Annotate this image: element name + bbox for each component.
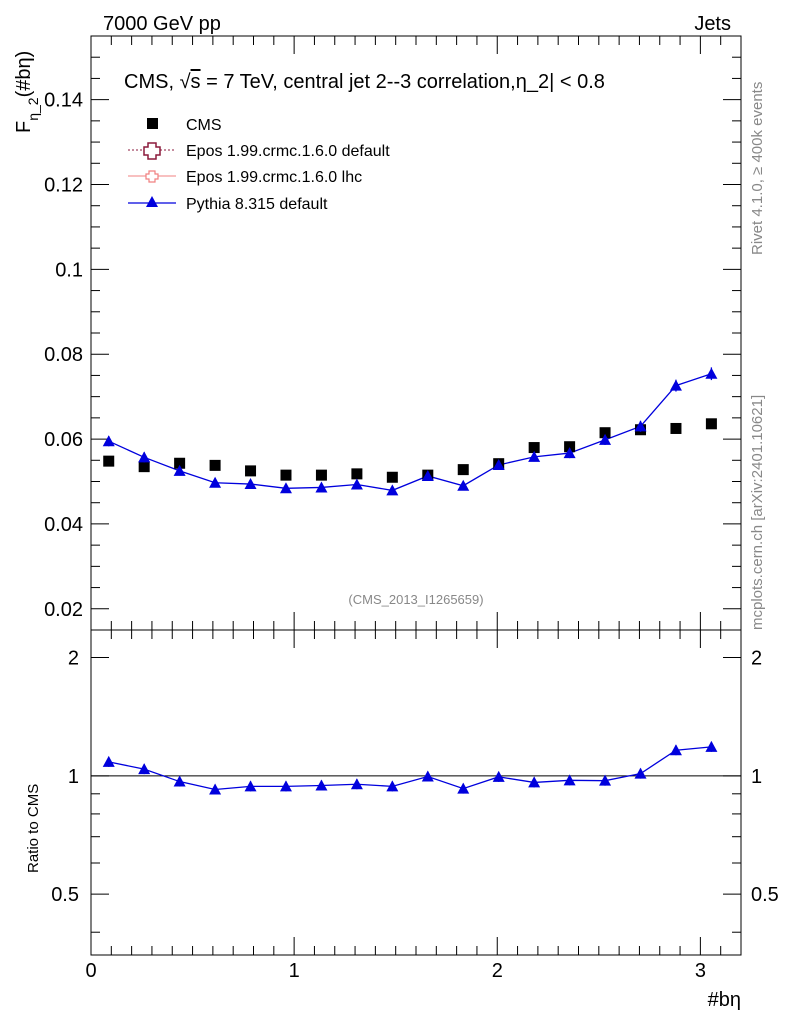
pythia-ratio-point bbox=[599, 774, 612, 786]
x-tick-label: 1 bbox=[289, 960, 300, 982]
main-axis-ticks: 0.02 0.04 0.06 0.08 0.1 0.12 0.14 bbox=[44, 35, 741, 631]
pythia-point bbox=[528, 450, 541, 462]
cms-point bbox=[245, 465, 257, 477]
legend: CMS Epos 1.99.crmc.1.6.0 default Epos 1.… bbox=[128, 117, 390, 213]
cms-point bbox=[705, 418, 717, 430]
x-tick-label: 2 bbox=[492, 960, 503, 982]
pythia-point bbox=[421, 469, 434, 481]
x-axis-ticks: 0 1 2 3 bbox=[85, 36, 742, 982]
cms-point bbox=[386, 471, 398, 483]
y-tick-label: 0.14 bbox=[44, 90, 83, 112]
pythia-ratio-point bbox=[138, 763, 151, 775]
ratio-y-axis-label: Ratio to CMS bbox=[25, 784, 42, 873]
pythia-point bbox=[386, 484, 399, 496]
y-tick-label: 0.08 bbox=[44, 344, 83, 366]
y-tick-label: 0.04 bbox=[44, 514, 83, 536]
pythia-ratio-point bbox=[315, 779, 328, 791]
legend-marker-cms bbox=[147, 118, 158, 129]
pythia-ratio-point bbox=[669, 744, 682, 756]
pythia-point bbox=[173, 464, 186, 476]
pythia-point bbox=[457, 479, 470, 491]
header-left: 7000 GeV pp bbox=[103, 13, 221, 35]
legend-marker-epos-lhc bbox=[145, 170, 159, 183]
ratio-tick-label-left: 1 bbox=[68, 766, 79, 788]
cms-point bbox=[457, 464, 469, 476]
ratio-tick-label-left: 0.5 bbox=[51, 884, 79, 906]
cms-point bbox=[564, 441, 576, 453]
ratio-tick-label-right: 1 bbox=[751, 766, 762, 788]
legend-label-pythia: Pythia 8.315 default bbox=[186, 196, 328, 213]
pythia-ratio-point bbox=[386, 780, 399, 792]
pythia-point bbox=[102, 435, 115, 447]
pythia-ratio-point bbox=[244, 780, 257, 792]
pythia-ratio-point bbox=[634, 767, 647, 779]
pythia-ratio-line bbox=[108, 746, 712, 791]
pythia-point bbox=[705, 367, 718, 379]
pythia-ratio-point bbox=[457, 782, 470, 794]
chart-marks bbox=[102, 367, 718, 795]
cms-point bbox=[599, 427, 611, 439]
pythia-ratio-point bbox=[705, 740, 718, 752]
ratio-axis-ticks: 0.5 0.5 1 1 2 2 bbox=[51, 648, 779, 933]
y-tick-label: 0.02 bbox=[44, 599, 83, 621]
ratio-tick-label-right: 2 bbox=[751, 648, 762, 670]
cms-point bbox=[138, 461, 150, 473]
x-tick-label: 0 bbox=[85, 960, 96, 982]
mcplots-label: mcplots.cern.ch [arXiv:2401.10621] bbox=[749, 395, 766, 630]
pythia-point bbox=[599, 433, 612, 445]
x-axis-label: #bη bbox=[708, 989, 741, 1011]
pythia-ratio-point bbox=[563, 774, 576, 786]
y-axis-label: Fη_2(#bη) bbox=[13, 51, 41, 133]
cms-point bbox=[103, 455, 115, 467]
rivet-version-label: Rivet 4.1.0, ≥ 400k events bbox=[749, 82, 766, 255]
pythia-ratio-point bbox=[350, 778, 363, 790]
legend-marker-epos-default bbox=[143, 142, 161, 160]
chart-title: CMS, √s = 7 TeV, central jet 2--3 correl… bbox=[124, 71, 605, 93]
ratio-tick-label-left: 2 bbox=[68, 648, 79, 670]
legend-label-cms: CMS bbox=[186, 117, 222, 134]
pythia-ratio-point bbox=[528, 776, 541, 788]
legend-label-epos-lhc: Epos 1.99.crmc.1.6.0 lhc bbox=[186, 169, 362, 186]
cms-point bbox=[174, 457, 186, 469]
cms-point bbox=[280, 469, 292, 481]
pythia-point bbox=[315, 481, 328, 493]
pythia-point bbox=[279, 482, 292, 494]
pythia-point bbox=[138, 451, 151, 463]
cms-point bbox=[351, 468, 363, 480]
cms-point bbox=[670, 422, 682, 434]
pythia-point bbox=[563, 447, 576, 459]
cms-point bbox=[209, 459, 221, 471]
ratio-plot-frame bbox=[90, 629, 742, 956]
pythia-ratio-point bbox=[209, 783, 222, 795]
analysis-watermark: (CMS_2013_I1265659) bbox=[348, 592, 483, 607]
y-tick-label: 0.12 bbox=[44, 175, 83, 197]
y-tick-label: 0.06 bbox=[44, 429, 83, 451]
ratio-tick-label-right: 0.5 bbox=[751, 884, 779, 906]
legend-marker-pythia bbox=[146, 196, 158, 207]
pythia-ratio-point bbox=[279, 780, 292, 792]
cms-point bbox=[315, 469, 327, 481]
pythia-point bbox=[244, 478, 257, 490]
legend-label-epos-default: Epos 1.99.crmc.1.6.0 default bbox=[186, 143, 390, 160]
pythia-point bbox=[669, 379, 682, 391]
cms-point bbox=[528, 442, 540, 454]
pythia-point bbox=[209, 476, 222, 488]
pythia-line bbox=[108, 373, 712, 492]
pythia-ratio-point bbox=[421, 770, 434, 782]
y-tick-label: 0.1 bbox=[55, 259, 83, 281]
pythia-ratio-point bbox=[492, 770, 505, 782]
pythia-ratio-point bbox=[102, 755, 115, 767]
pythia-point bbox=[634, 420, 647, 432]
x-tick-label: 3 bbox=[695, 960, 706, 982]
pythia-point bbox=[492, 458, 505, 470]
pythia-ratio-point bbox=[173, 775, 186, 787]
pythia-point bbox=[350, 478, 363, 490]
header-right: Jets bbox=[694, 13, 731, 35]
